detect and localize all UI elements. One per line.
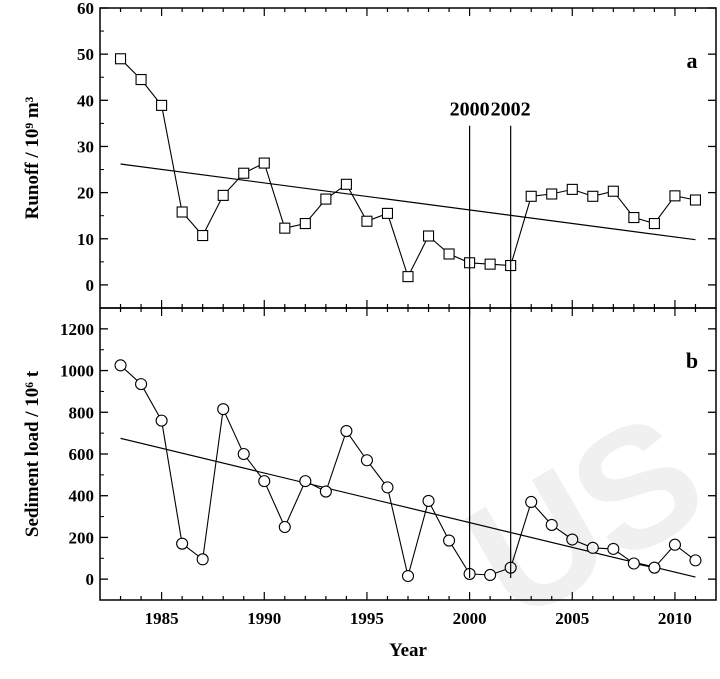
- data-point-a: [156, 99, 168, 111]
- data-point-a: [525, 190, 537, 202]
- data-point-b: [155, 414, 168, 427]
- data-point-a: [402, 271, 414, 283]
- data-point-a: [648, 217, 660, 230]
- data-point-a: [443, 248, 455, 260]
- data-point-b: [668, 538, 681, 551]
- data-point-a: [135, 73, 147, 86]
- ytick-label-b: 1200: [60, 320, 94, 339]
- data-point-a: [176, 206, 188, 218]
- data-point-a: [607, 185, 619, 197]
- data-point-b: [360, 454, 373, 467]
- data-point-a: [279, 222, 291, 234]
- xtick-label: 1985: [145, 609, 179, 628]
- data-point-a: [238, 167, 250, 179]
- ytick-label-a: 20: [77, 184, 94, 203]
- data-point-a: [669, 190, 681, 202]
- vline-label-2000: 2000: [450, 99, 490, 121]
- data-point-a: [340, 178, 352, 190]
- overlay-annotations: 2000 2002: [450, 99, 531, 578]
- panel-a-runoff: 0 10 20 30 40 50 60 Runoff / 10⁹ m³ a: [22, 0, 717, 309]
- data-point-b: [278, 520, 291, 534]
- series-line-a: [120, 58, 696, 279]
- data-point-b: [545, 518, 558, 531]
- panel-letter-a: a: [687, 48, 698, 73]
- data-point-a: [587, 190, 599, 202]
- ytick-label-b: 200: [69, 528, 95, 547]
- ytick-label-a: 10: [77, 230, 94, 249]
- data-point-b: [484, 568, 497, 582]
- ytick-label-a: 60: [77, 0, 94, 18]
- ytick-label-b: 0: [86, 570, 95, 589]
- xtick-label: 2010: [658, 609, 692, 628]
- data-point-b: [319, 485, 332, 498]
- data-point-a: [217, 189, 229, 201]
- data-point-a: [566, 183, 578, 195]
- y-axis-title-a: Runoff / 10⁹ m³: [22, 96, 43, 219]
- series-line-b: [120, 364, 696, 577]
- panel-b-sediment: 0 200 400 600 800 1000 1200 1985 1990 1995 2000 200…: [22, 307, 717, 661]
- data-point-b: [401, 569, 415, 583]
- data-point-a: [258, 157, 270, 169]
- xtick-label: 1990: [247, 609, 281, 628]
- ytick-label-b: 800: [69, 403, 95, 422]
- data-point-b: [422, 494, 435, 507]
- data-point-b: [566, 533, 579, 546]
- ytick-label-b: 400: [69, 487, 95, 506]
- data-point-b: [258, 475, 271, 488]
- ytick-label-a: 50: [77, 45, 94, 64]
- data-point-b: [135, 378, 148, 391]
- panel-letter-b: b: [686, 348, 698, 373]
- data-point-b: [627, 557, 640, 570]
- data-point-b: [176, 537, 189, 550]
- data-point-a: [114, 53, 127, 65]
- data-point-a: [361, 215, 373, 227]
- data-point-a: [320, 193, 332, 205]
- xtick-label: 1995: [350, 609, 384, 628]
- ytick-label-a: 40: [77, 91, 94, 110]
- data-point-b: [689, 554, 702, 567]
- data-point-b: [443, 534, 456, 547]
- data-point-b: [607, 542, 620, 555]
- ytick-label-a: 30: [77, 137, 94, 156]
- trend-line-a: [120, 163, 696, 241]
- data-point-b: [299, 475, 312, 488]
- data-point-a: [484, 258, 496, 270]
- y-axis-title-b: Sediment load / 10⁶ t: [22, 370, 43, 537]
- x-axis-title: Year: [389, 640, 428, 661]
- data-point-b: [196, 553, 209, 566]
- data-point-b: [648, 561, 661, 574]
- vline-label-2002: 2002: [491, 99, 531, 121]
- data-point-b: [340, 425, 353, 438]
- data-point-b: [237, 447, 250, 461]
- data-point-a: [628, 211, 640, 224]
- data-point-a: [381, 207, 394, 219]
- data-point-a: [422, 230, 435, 242]
- data-point-b: [586, 541, 599, 554]
- ytick-label-a: 0: [86, 276, 95, 295]
- ytick-label-b: 600: [69, 445, 95, 464]
- data-point-a: [546, 188, 558, 200]
- xtick-label: 2005: [555, 609, 589, 628]
- data-point-b: [381, 481, 394, 494]
- xtick-label: 2000: [453, 609, 487, 628]
- data-point-b: [114, 359, 127, 372]
- ytick-label-b: 1000: [60, 362, 94, 381]
- data-point-b: [525, 495, 538, 509]
- data-point-b: [217, 403, 230, 416]
- axes-frame-a: [99, 7, 717, 309]
- data-point-a: [299, 217, 311, 230]
- data-point-a: [197, 229, 209, 242]
- data-point-a: [689, 194, 702, 206]
